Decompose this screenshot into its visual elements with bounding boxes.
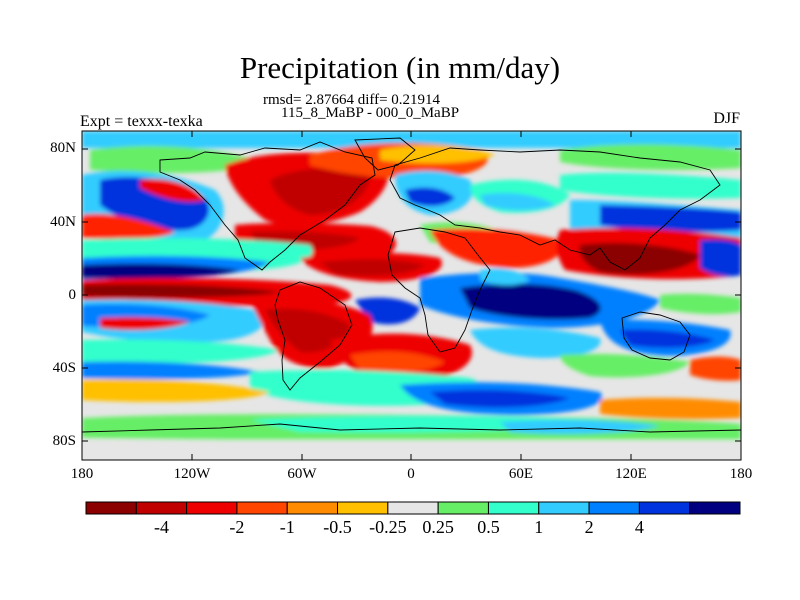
colorbar-label: -4 bbox=[153, 517, 169, 537]
colorbar-boxes bbox=[85, 501, 741, 515]
field-patch bbox=[82, 361, 260, 380]
coastline-africa bbox=[387, 227, 491, 353]
colorbar-box bbox=[135, 501, 188, 515]
colorbar-label: 2 bbox=[584, 517, 594, 537]
lat-tick-label: 40S bbox=[52, 360, 76, 376]
lat-tick-label: 0 bbox=[68, 287, 77, 303]
lon-tick-label: 180 bbox=[70, 466, 94, 482]
experiment-subtitle: 115_8_MaBP - 000_0_MaBP bbox=[281, 105, 460, 121]
field-patch bbox=[82, 339, 280, 364]
field-patch bbox=[660, 293, 741, 315]
colorbar-box bbox=[437, 501, 489, 515]
field-patch bbox=[690, 356, 741, 381]
colorbar-box bbox=[387, 501, 439, 515]
colorbar-box bbox=[538, 501, 590, 515]
lat-tick-label: 80N bbox=[50, 140, 76, 156]
field-patch bbox=[320, 259, 425, 276]
field-patch bbox=[560, 172, 741, 199]
colorbar-box bbox=[689, 501, 741, 515]
coastline-south-america bbox=[274, 281, 353, 391]
field-patch bbox=[480, 193, 555, 211]
field-patch bbox=[405, 187, 455, 207]
field-patch bbox=[470, 327, 601, 358]
field-patch bbox=[82, 213, 175, 240]
lat-tick-label: 80S bbox=[52, 433, 76, 449]
field-patch bbox=[82, 131, 741, 148]
field-patch bbox=[600, 205, 741, 232]
field-patch bbox=[82, 263, 240, 279]
field-patch bbox=[600, 397, 741, 420]
lon-tick-label: 60W bbox=[287, 466, 317, 482]
colorbar-box bbox=[186, 501, 238, 515]
colorbar-label: 0.5 bbox=[477, 517, 500, 537]
colorbar-box bbox=[588, 501, 640, 515]
lon-tick-label: 120E bbox=[615, 466, 647, 482]
colorbar-label: -1 bbox=[279, 517, 295, 537]
axis-ticks bbox=[81, 131, 742, 460]
lat-tick-label: 40N bbox=[50, 214, 76, 230]
lon-tick-label: 0 bbox=[407, 466, 415, 482]
colorbar-box bbox=[286, 501, 339, 515]
colorbar-box bbox=[638, 501, 691, 515]
field-patch bbox=[82, 440, 741, 460]
coastline-north-america bbox=[159, 141, 376, 271]
colorbar-label: 0.25 bbox=[422, 517, 454, 537]
coastline-australia bbox=[621, 311, 691, 361]
season-label: DJF bbox=[713, 110, 740, 127]
colorbar-box bbox=[85, 501, 137, 515]
colorbar-label: 1 bbox=[534, 517, 544, 537]
field-patch bbox=[430, 390, 570, 408]
lon-tick-label: 120W bbox=[173, 466, 211, 482]
colorbar-label: -0.25 bbox=[369, 517, 407, 537]
field-patch bbox=[700, 239, 741, 277]
field-patch bbox=[82, 284, 280, 298]
field-patch bbox=[560, 144, 741, 170]
field-patch bbox=[270, 168, 370, 215]
field-patch bbox=[100, 317, 190, 330]
lon-tick-label: 180 bbox=[729, 466, 753, 482]
chart-title: Precipitation (in mm/day) bbox=[239, 50, 561, 85]
field-patch bbox=[480, 268, 530, 286]
field-patch bbox=[620, 329, 715, 348]
coastline-antarctica bbox=[82, 423, 741, 433]
colorbar-box bbox=[337, 501, 389, 515]
coastline-greenland bbox=[354, 137, 416, 171]
stats-line: rmsd= 2.87664 diff= 0.21914 bbox=[263, 92, 441, 108]
coastlines bbox=[82, 137, 741, 433]
field-patch bbox=[460, 283, 601, 320]
field-patch bbox=[140, 179, 205, 202]
colorbar-box bbox=[487, 501, 540, 515]
coastline-eurasia bbox=[389, 147, 721, 271]
field-patch bbox=[560, 353, 690, 378]
field-patch bbox=[430, 228, 563, 268]
field-patch bbox=[82, 379, 270, 402]
colorbar-label: -0.5 bbox=[323, 517, 352, 537]
lon-tick-label: 60E bbox=[508, 466, 534, 482]
experiment-label: Expt = texxx-texka bbox=[80, 113, 203, 130]
field-patch bbox=[265, 308, 350, 353]
precip-field bbox=[82, 131, 741, 460]
field-patch bbox=[350, 351, 445, 374]
field-patch bbox=[355, 297, 420, 325]
colorbar-box bbox=[236, 501, 288, 515]
field-patch bbox=[380, 145, 495, 164]
colorbar-label: 4 bbox=[634, 517, 644, 537]
colorbar-label: -2 bbox=[229, 517, 245, 537]
